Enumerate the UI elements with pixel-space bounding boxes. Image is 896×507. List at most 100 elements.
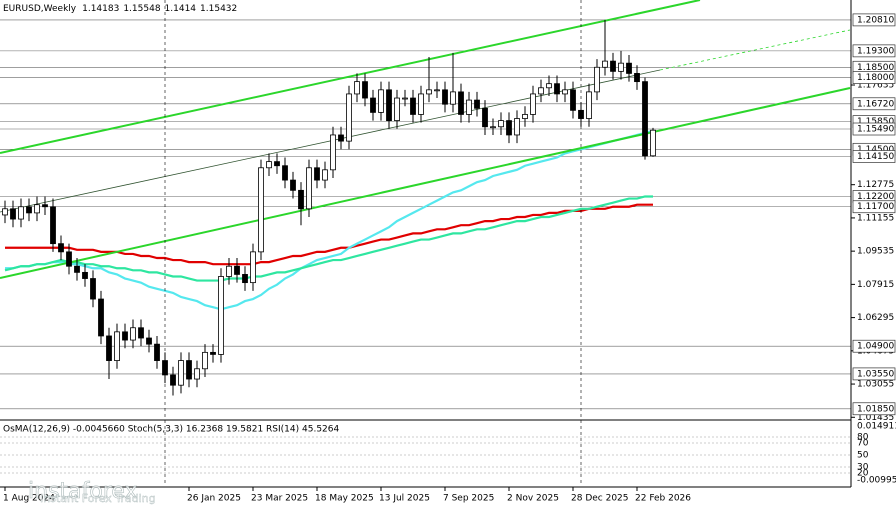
level-label-box: [852, 97, 896, 111]
x-tick-label: 23 Mar 2025: [251, 494, 308, 504]
watermark-brand: instaforex: [28, 479, 138, 504]
candle-body: [26, 206, 32, 214]
candle-body: [122, 331, 128, 341]
candle-body: [178, 360, 184, 386]
candle-body: [242, 274, 248, 284]
indicator-tick-label: 20: [857, 469, 869, 479]
level-label: 1.01850: [857, 404, 894, 414]
low-value: 1.1414: [165, 4, 197, 14]
y-tick-label: 1.07915: [857, 280, 894, 290]
candle-body: [450, 91, 456, 105]
candle-body: [498, 120, 504, 128]
level-label: 1.11700: [857, 202, 894, 212]
candle-body: [634, 73, 640, 83]
level-label-box: [852, 13, 896, 27]
y-tick-label: 1.06295: [857, 313, 894, 323]
y-tick-label: 1.03055: [857, 380, 894, 390]
candle-body: [474, 99, 480, 109]
trend-line: [0, 87, 851, 279]
candle-body: [578, 109, 584, 119]
candle-body: [602, 60, 608, 68]
moving-average: [4, 195, 653, 282]
candle-body: [490, 126, 496, 129]
chart-header: EURUSD,Weekly 1.14183 1.15548 1.1414 1.15432: [3, 4, 237, 14]
y-tick-label: 1.09535: [857, 247, 894, 257]
candle-body: [402, 97, 408, 100]
level-label: 1.18000: [857, 73, 894, 83]
watermark-slogan: Instant Forex Trading: [40, 492, 156, 505]
moving-average: [5, 129, 654, 311]
level-label: 1.15850: [857, 117, 894, 127]
candle-body: [202, 351, 208, 370]
candle-body: [170, 374, 176, 386]
candle-body: [314, 167, 320, 181]
candle-body: [330, 134, 336, 171]
candle-body: [258, 167, 264, 253]
candle-body: [34, 204, 40, 214]
candle-body: [146, 337, 152, 345]
candle-body: [570, 89, 576, 111]
candle-body: [42, 204, 48, 208]
candle-body: [50, 206, 56, 245]
candle-body: [530, 93, 536, 115]
candle-body: [538, 87, 544, 95]
candle-body: [154, 343, 160, 361]
trend-line: [0, 69, 661, 213]
candle-body: [362, 81, 368, 99]
indicator-tick-label: 70: [857, 439, 869, 449]
x-tick-label: 13 Jul 2025: [379, 494, 430, 504]
candle-body: [210, 351, 216, 355]
indicator-tick-label: 30: [857, 463, 869, 473]
level-label-box: [852, 200, 896, 214]
candle-body: [522, 114, 528, 119]
candle-body: [218, 276, 224, 355]
open-value: 1.14183: [82, 4, 119, 14]
level-label: 1.19300: [857, 46, 894, 56]
candle-body: [418, 93, 424, 115]
candle-body: [506, 120, 512, 136]
candle-body: [434, 89, 440, 92]
level-label: 1.20810: [857, 15, 894, 25]
candle-body: [546, 83, 552, 89]
high-value: 1.15548: [123, 4, 160, 14]
candle-body: [458, 91, 464, 115]
candle-body: [106, 335, 112, 361]
indicator-tick-label: 50: [857, 451, 869, 461]
level-label-box: [852, 339, 896, 353]
x-tick-label: 26 Jan 2025: [187, 494, 241, 504]
candle-body: [194, 368, 200, 380]
candle-body: [226, 265, 232, 277]
level-label: 1.18500: [857, 63, 894, 73]
y-tick-label: 1.11155: [857, 213, 894, 223]
candle-body: [482, 107, 488, 128]
candle-body: [642, 81, 648, 157]
level-label-box: [852, 71, 896, 84]
x-tick-label: 2 Nov 2025: [507, 494, 559, 504]
candle-body: [346, 93, 352, 142]
close-value: 1.15432: [200, 4, 237, 14]
candle-body: [290, 179, 296, 191]
symbol: EURUSD,Weekly: [3, 4, 77, 14]
candle-body: [282, 165, 288, 181]
candle-body: [138, 327, 144, 339]
candle-body: [250, 251, 256, 284]
candle-body: [386, 89, 392, 122]
candle-body: [2, 208, 8, 216]
candle-body: [186, 360, 192, 380]
candle-body: [234, 265, 240, 275]
candle-body: [554, 83, 560, 95]
candle-body: [10, 208, 16, 220]
candle-body: [610, 60, 616, 72]
candle-body: [338, 134, 344, 142]
level-label-box: [852, 44, 896, 58]
candle-body: [562, 89, 568, 95]
trend-line: [659, 29, 851, 71]
level-label: 1.14500: [857, 145, 894, 155]
candle-body: [626, 62, 632, 74]
candle-body: [378, 89, 384, 113]
candle-body: [514, 118, 520, 136]
candle-body: [370, 97, 376, 113]
candle-body: [594, 66, 600, 93]
candle-body: [90, 278, 96, 300]
level-label-box: [852, 367, 896, 381]
